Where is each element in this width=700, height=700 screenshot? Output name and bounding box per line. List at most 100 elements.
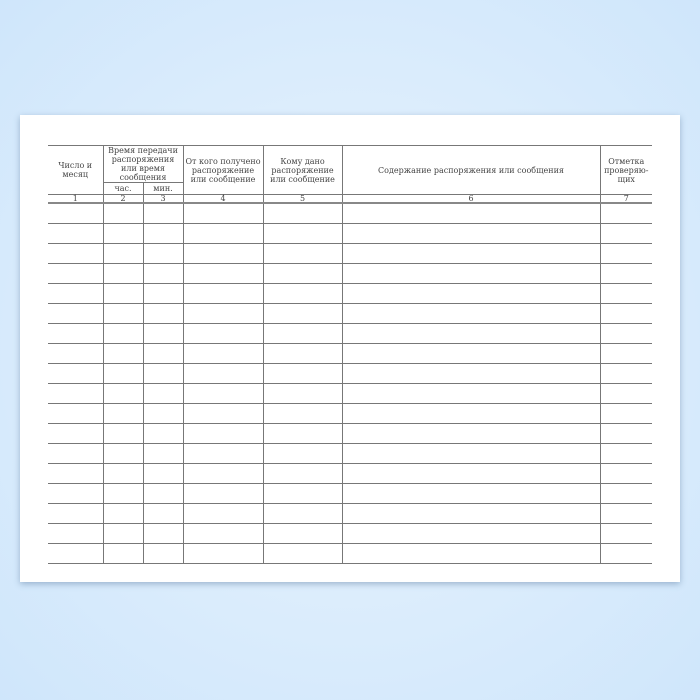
table-row (48, 283, 653, 304)
table-cell (599, 383, 653, 404)
column-number: 6 (341, 194, 601, 204)
table-cell (182, 343, 264, 364)
table-row (48, 443, 653, 464)
table-cell (341, 343, 601, 364)
table-cell (48, 243, 104, 264)
table-cell (341, 243, 601, 264)
table-cell (142, 463, 184, 484)
table-cell (142, 323, 184, 344)
table-cell (102, 423, 144, 444)
table-cell (142, 423, 184, 444)
table-cell (599, 223, 653, 244)
table-cell (599, 363, 653, 384)
table-cell (182, 303, 264, 324)
table-cell (182, 243, 264, 264)
column-number: 2 (102, 194, 144, 204)
table-cell (48, 483, 104, 504)
column-number: 1 (48, 194, 104, 204)
table-cell (599, 463, 653, 484)
table-cell (341, 523, 601, 544)
table-cell (262, 223, 343, 244)
table-cell (599, 503, 653, 524)
table-cell (142, 403, 184, 424)
table-cell (262, 263, 343, 284)
table-cell (341, 323, 601, 344)
log-rows (48, 202, 653, 564)
table-cell (102, 223, 144, 244)
table-cell (48, 202, 104, 224)
table-cell (142, 443, 184, 464)
table-cell (102, 343, 144, 364)
table-cell (262, 243, 343, 264)
table-cell (262, 383, 343, 404)
table-cell (262, 323, 343, 344)
table-cell (262, 343, 343, 364)
table-cell (142, 523, 184, 544)
table-cell (182, 503, 264, 524)
table-cell (102, 303, 144, 324)
table-row (48, 523, 653, 544)
table-cell (142, 283, 184, 304)
table-cell (102, 363, 144, 384)
table-row (48, 463, 653, 484)
header-time-group: Время передачи распоряжения или время со… (102, 145, 184, 183)
table-cell (182, 383, 264, 404)
table-cell (102, 523, 144, 544)
column-number: 3 (142, 194, 184, 204)
table-cell (182, 263, 264, 284)
table-cell (102, 383, 144, 404)
table-cell (262, 463, 343, 484)
table-cell (102, 463, 144, 484)
table-cell (182, 523, 264, 544)
table-cell (142, 243, 184, 264)
table-cell (341, 303, 601, 324)
table-cell (341, 483, 601, 504)
log-page: Число и месяц Время передачи распоряжени… (20, 115, 680, 582)
table-row (48, 202, 653, 224)
table-cell (102, 283, 144, 304)
table-cell (102, 443, 144, 464)
table-cell (341, 543, 601, 564)
table-cell (599, 483, 653, 504)
table-row (48, 303, 653, 324)
table-cell (341, 263, 601, 284)
table-cell (341, 283, 601, 304)
table-row (48, 343, 653, 364)
table-cell (182, 423, 264, 444)
table-cell (142, 303, 184, 324)
table-cell (48, 323, 104, 344)
table-cell (48, 263, 104, 284)
table-cell (182, 543, 264, 564)
table-cell (48, 403, 104, 424)
table-cell (182, 283, 264, 304)
table-cell (341, 463, 601, 484)
table-cell (262, 283, 343, 304)
table-cell (48, 383, 104, 404)
table-cell (262, 202, 343, 224)
table-cell (341, 363, 601, 384)
table-cell (142, 223, 184, 244)
table-cell (599, 423, 653, 444)
table-cell (341, 503, 601, 524)
table-cell (142, 263, 184, 284)
table-row (48, 323, 653, 344)
table-cell (599, 303, 653, 324)
table-cell (599, 443, 653, 464)
table-cell (48, 283, 104, 304)
table-cell (599, 202, 653, 224)
table-cell (341, 443, 601, 464)
table-cell (48, 503, 104, 524)
table-cell (48, 343, 104, 364)
table-cell (599, 343, 653, 364)
table-cell (48, 363, 104, 384)
table-cell (182, 443, 264, 464)
table-cell (48, 223, 104, 244)
table-cell (599, 283, 653, 304)
table-cell (142, 503, 184, 524)
table-row (48, 263, 653, 284)
header-to-whom: Кому дано распоряжение или сообщение (262, 145, 343, 195)
table-cell (48, 423, 104, 444)
table-cell (102, 263, 144, 284)
table-cell (599, 403, 653, 424)
table-cell (262, 303, 343, 324)
